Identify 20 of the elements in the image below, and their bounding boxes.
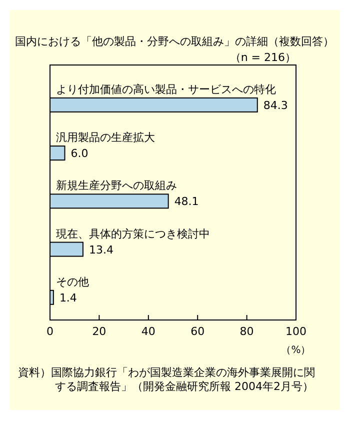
data-label: 1.4 xyxy=(59,291,77,304)
y-tick-label: 現在、具体的方策につき検討中 xyxy=(56,227,210,240)
data-label: 6.0 xyxy=(70,147,88,160)
x-tick-label: 60 xyxy=(190,325,205,338)
y-tick-label: その他 xyxy=(56,275,89,288)
x-tick-label: 40 xyxy=(141,325,156,338)
data-label: 48.1 xyxy=(174,195,199,208)
y-tick-label: 汎用製品の生産拡大 xyxy=(56,131,155,144)
x-axis-title: （%） xyxy=(281,345,311,356)
x-tick-label: 20 xyxy=(92,325,106,338)
data-label: 84.3 xyxy=(263,98,288,112)
x-tick-label: 100 xyxy=(286,325,306,338)
chart-title: 国内における「他の製品・分野への取組み」の詳細（複数回答） xyxy=(15,35,334,48)
data-label: 13.4 xyxy=(88,243,114,256)
x-tick-label: 0 xyxy=(46,325,54,338)
y-tick-label: より付加価値の高い製品・サービスへの特化 xyxy=(56,82,276,96)
text: 資料）国際協力銀行「わが国製造業企業の海外事業展開に関する調査報告」（開発金融研究所報 2004年2月号） xyxy=(18,366,316,394)
y-tick-label: 新規生産分野への取組み xyxy=(56,179,177,192)
text: （n = 216） xyxy=(230,51,296,64)
x-tick-label: 80 xyxy=(240,325,254,338)
